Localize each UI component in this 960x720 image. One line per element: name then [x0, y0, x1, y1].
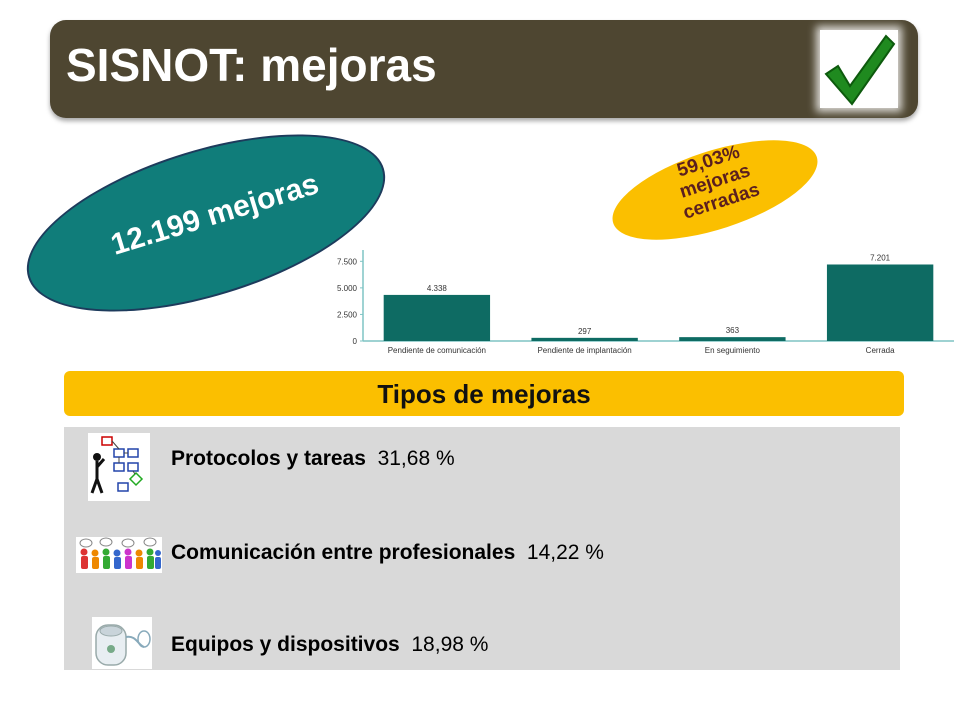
type-label-communication: Comunicación entre profesionales 14,22 % [171, 541, 604, 565]
bar-value-label: 7.201 [870, 253, 891, 262]
bar [826, 264, 934, 341]
type-name: Comunicación entre profesionales [171, 541, 516, 564]
y-tick-label: 7.500 [337, 257, 358, 266]
y-tick-label: 0 [353, 337, 358, 346]
types-panel: Protocolos y tareas 31,68 % Comunic [64, 427, 900, 670]
type-row-communication: Comunicación entre profesionales 14,22 % [64, 531, 900, 591]
bar [383, 294, 491, 341]
type-row-protocols: Protocolos y tareas 31,68 % [64, 433, 900, 501]
type-name: Protocolos y tareas [171, 447, 366, 470]
y-tick-label: 5.000 [337, 284, 358, 293]
types-header-text: Tipos de mejoras [377, 379, 591, 409]
x-tick-label: En seguimiento [705, 346, 761, 355]
bar [531, 337, 638, 341]
x-tick-label: Cerrada [866, 346, 895, 355]
bar-value-label: 297 [578, 327, 592, 336]
type-pct: 31,68 % [377, 447, 455, 470]
types-header: Tipos de mejoras [64, 371, 904, 416]
type-pct: 18,98 % [411, 633, 489, 656]
page-title: SISNOT: mejoras [66, 39, 437, 91]
flowchart-icon [88, 433, 150, 506]
bar-value-label: 4.338 [427, 284, 448, 293]
x-tick-label: Pendiente de implantación [537, 346, 631, 355]
title-bar: SISNOT: mejoras [50, 20, 918, 118]
x-tick-label: Pendiente de comunicación [388, 346, 486, 355]
bar [679, 337, 786, 341]
medical-device-icon [92, 617, 152, 674]
type-label-equipment: Equipos y dispositivos 18,98 % [171, 633, 488, 657]
people-talking-icon [76, 537, 162, 578]
type-row-equipment: Equipos y dispositivos 18,98 % [64, 617, 900, 677]
type-pct: 14,22 % [526, 541, 604, 564]
type-label-protocols: Protocolos y tareas 31,68 % [171, 447, 455, 471]
checkmark-icon [820, 30, 898, 108]
type-name: Equipos y dispositivos [171, 633, 400, 656]
status-bar-chart: 0 2.500 5.000 7.500 4.338 Pendiente de comuni… [337, 250, 954, 355]
bar-value-label: 363 [726, 326, 740, 335]
y-tick-label: 2.500 [337, 310, 358, 319]
